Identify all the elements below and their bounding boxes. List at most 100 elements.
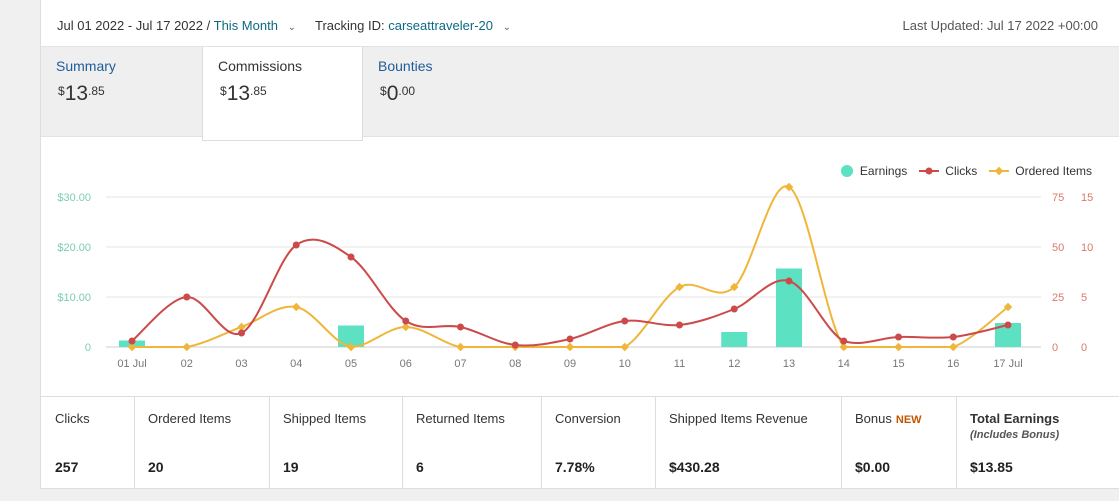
x-axis-tick: 06 xyxy=(400,358,412,370)
legend-earnings-label: Earnings xyxy=(859,164,908,178)
x-axis-tick: 03 xyxy=(235,358,247,370)
clicks-point xyxy=(128,337,136,345)
stat-shipped-label: Shipped Items xyxy=(283,411,367,426)
clicks-point xyxy=(292,241,300,249)
ordered-items-point xyxy=(565,342,575,352)
right-outer-axis-tick: 75 xyxy=(1052,192,1064,204)
clicks-point xyxy=(840,337,848,345)
stat-total-sub: (Includes Bonus) xyxy=(970,429,1060,441)
stat-ordered-label: Ordered Items xyxy=(148,411,232,426)
report-header: Jul 01 2022 - Jul 17 2022 / This Month ⌄… xyxy=(41,0,1119,47)
ordered-items-point xyxy=(237,322,246,332)
right-inner-axis-tick: 0 xyxy=(1081,342,1087,354)
clicks-point xyxy=(621,317,629,325)
new-badge: NEW xyxy=(895,414,922,426)
x-axis-tick: 11 xyxy=(674,358,685,370)
stat-conversion-label: Conversion xyxy=(555,411,621,426)
chevron-down-icon[interactable]: ⌄ xyxy=(287,22,296,33)
x-axis-tick: 14 xyxy=(838,358,850,370)
clicks-point xyxy=(566,335,574,343)
ordered-items-point xyxy=(456,342,465,352)
clicks-point xyxy=(730,305,738,313)
right-inner-axis-tick: 15 xyxy=(1081,192,1093,204)
ordered-items-point xyxy=(182,342,191,352)
ordered-items-point xyxy=(730,282,739,292)
x-axis-tick: 01 Jul xyxy=(117,358,146,370)
tracking-id-value[interactable]: carseattraveler-20 xyxy=(388,18,493,33)
stat-clicks: Clicks 257 xyxy=(41,397,135,489)
chart-area: Earnings Clicks Ordered Items $30.00 $20.… xyxy=(41,137,1119,396)
tab-bounties-value: $0.00 xyxy=(380,82,416,105)
ordered-items-point xyxy=(839,342,848,352)
ordered-line-icon xyxy=(989,166,1010,176)
ordered-items-point xyxy=(401,322,410,332)
ordered-items-point xyxy=(346,342,356,352)
last-updated-text: Last Updated: Jul 17 2022 +00:00 xyxy=(902,18,1098,33)
stats-row: Clicks 257 Ordered Items 20 Shipped Item… xyxy=(41,396,1119,489)
ordered-items-point xyxy=(675,282,684,292)
x-axis-tick: 12 xyxy=(728,358,740,370)
date-range-text: Jul 01 2022 - Jul 17 2022 xyxy=(57,18,203,33)
right-outer-axis-tick: 50 xyxy=(1052,242,1064,254)
clicks-line-icon xyxy=(919,167,940,175)
x-axis-tick: 02 xyxy=(181,358,193,370)
date-range-selector[interactable]: Jul 01 2022 - Jul 17 2022 / This Month ⌄ xyxy=(57,18,296,33)
x-axis-tick: 08 xyxy=(509,358,521,370)
ordered-items-point xyxy=(127,342,137,352)
stat-returned-label: Returned Items xyxy=(416,411,505,426)
right-outer-axis-tick: 25 xyxy=(1052,292,1064,304)
x-axis-tick: 17 Jul xyxy=(993,358,1022,370)
tracking-label: Tracking ID: xyxy=(315,18,385,33)
legend-earnings[interactable]: Earnings xyxy=(840,164,907,178)
stat-revenue-label: Shipped Items Revenue xyxy=(669,411,808,426)
clicks-point xyxy=(785,277,793,285)
tab-summary[interactable]: Summary $13.85 xyxy=(56,47,196,136)
stat-clicks-value: 257 xyxy=(55,459,79,475)
tab-commissions-value: $13.85 xyxy=(220,82,267,105)
clicks-point xyxy=(895,333,902,341)
stat-ordered-items: Ordered Items 20 xyxy=(134,397,270,489)
x-axis-tick: 10 xyxy=(619,358,631,370)
stat-total-earnings: Total Earnings (Includes Bonus) $13.85 xyxy=(956,397,1119,489)
ordered-items-point xyxy=(1003,302,1013,312)
left-axis-tick: 0 xyxy=(85,342,91,354)
clicks-point xyxy=(238,329,245,337)
legend-clicks[interactable]: Clicks xyxy=(919,164,977,178)
tracking-id-selector[interactable]: Tracking ID: carseattraveler-20 ⌄ xyxy=(315,18,511,33)
ordered-items-point xyxy=(620,342,629,352)
ordered-items-point xyxy=(292,302,301,312)
stat-ordered-value: 20 xyxy=(148,459,164,475)
period-link[interactable]: This Month xyxy=(213,18,278,33)
left-axis-tick: $30.00 xyxy=(57,192,91,204)
right-outer-axis-tick: 0 xyxy=(1052,342,1058,354)
x-axis-tick: 04 xyxy=(290,358,302,370)
tab-bounties-label: Bounties xyxy=(378,58,433,74)
stat-shipped-value: 19 xyxy=(283,459,299,475)
x-axis-tick: 05 xyxy=(345,358,357,370)
earnings-bar xyxy=(721,332,748,347)
ordered-items-point xyxy=(894,342,903,352)
stat-bonus-value: $0.00 xyxy=(855,459,891,475)
stat-revenue-value: $430.28 xyxy=(669,459,720,475)
right-inner-axis-tick: 10 xyxy=(1081,242,1093,254)
clicks-point xyxy=(676,321,683,329)
x-axis-tick: 07 xyxy=(454,358,466,370)
chevron-down-icon[interactable]: ⌄ xyxy=(502,22,512,33)
stat-clicks-label: Clicks xyxy=(55,411,90,426)
tab-summary-value: $13.85 xyxy=(58,82,105,105)
x-axis-tick: 16 xyxy=(947,358,959,370)
earnings-bar xyxy=(338,325,364,347)
stat-conversion-value: 7.78% xyxy=(555,459,595,475)
stat-shipped-items: Shipped Items 19 xyxy=(269,397,403,489)
stat-conversion: Conversion 7.78% xyxy=(541,397,656,489)
date-separator: / xyxy=(206,18,211,33)
tab-bounties[interactable]: Bounties $0.00 xyxy=(378,47,518,136)
legend-ordered-items[interactable]: Ordered Items xyxy=(989,164,1092,178)
tab-commissions-label: Commissions xyxy=(218,58,303,74)
earnings-report-card: Jul 01 2022 - Jul 17 2022 / This Month ⌄… xyxy=(40,0,1119,489)
tab-commissions[interactable]: Commissions $13.85 xyxy=(202,47,363,141)
clicks-point xyxy=(949,333,957,341)
stat-returned-items: Returned Items 6 xyxy=(402,397,542,489)
clicks-point xyxy=(457,323,464,331)
